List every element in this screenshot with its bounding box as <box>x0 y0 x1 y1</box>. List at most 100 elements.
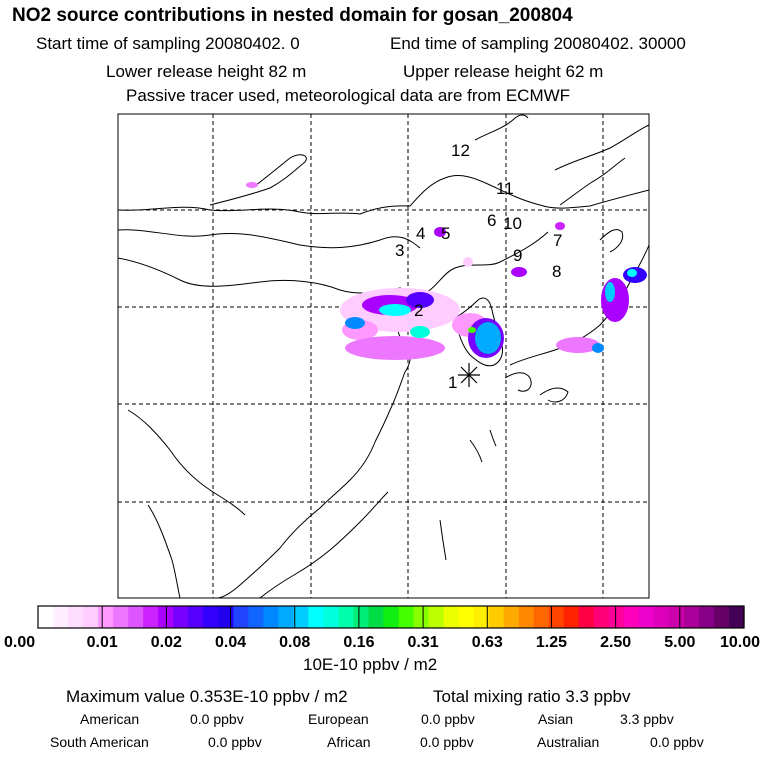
site-label-11: 11 <box>496 179 514 198</box>
region-african-value: 0.0 ppbv <box>420 734 474 750</box>
maximum-value: Maximum value 0.353E-10 ppbv / m2 <box>66 687 348 706</box>
colorbar-swatch <box>218 606 234 628</box>
colorbar-swatch <box>263 606 279 628</box>
colorbar-tick-label: 0.04 <box>215 634 246 651</box>
colorbar-tick-label: 10.00 <box>720 634 760 651</box>
map-frame <box>117 113 650 599</box>
site-label-4: 4 <box>416 224 425 243</box>
concentration-field <box>246 182 647 360</box>
site-label-3: 3 <box>395 241 404 260</box>
plume-north-korea-east <box>555 222 565 230</box>
region-south-american-name: South American <box>50 734 149 750</box>
upper-release-height: Upper release height 62 m <box>403 62 604 81</box>
colorbar-swatch <box>728 606 745 628</box>
plume-shandong <box>410 326 430 338</box>
site-label-12: 12 <box>451 141 470 160</box>
colorbar-tick-labels: 0.00 0.01 0.02 0.04 0.08 0.16 0.31 0.63 1.25 2.50… <box>4 606 760 651</box>
site-label-1: 1 <box>448 373 457 392</box>
lower-release-height: Lower release height 82 m <box>106 62 307 81</box>
colorbar-swatch <box>563 606 580 628</box>
colorbar-swatch <box>368 606 385 628</box>
colorbar-swatch <box>533 606 550 628</box>
plume-hebei-core <box>345 317 365 329</box>
colorbar-swatch <box>383 606 400 628</box>
plume-manchuria <box>511 267 527 277</box>
colorbar-tick-label: 0.16 <box>343 634 374 651</box>
colorbar-swatch <box>698 606 715 628</box>
colorbar-tick-label: 1.25 <box>536 634 567 651</box>
plume-tianjin <box>406 292 434 308</box>
colorbar-swatch <box>293 606 309 628</box>
colorbar-units: 10E-10 ppbv / m2 <box>303 655 438 674</box>
colorbar-swatch <box>593 606 610 628</box>
colorbar-swatch <box>323 606 340 628</box>
plume-japan-west <box>556 337 600 353</box>
colorbar-swatch <box>443 606 460 628</box>
colorbar-tick-label: 2.50 <box>600 634 631 651</box>
region-american-value: 0.0 ppbv <box>190 711 244 727</box>
end-time: End time of sampling 20080402. 30000 <box>390 34 686 53</box>
coastlines <box>117 114 650 599</box>
colorbar-swatch <box>278 606 294 628</box>
site-label-5: 5 <box>441 224 450 243</box>
colorbar-swatch <box>353 606 370 628</box>
plume-site-5 <box>434 227 446 237</box>
colorbar-swatch <box>413 606 430 628</box>
colorbar-swatch <box>713 606 730 628</box>
colorbar-swatch <box>608 606 625 628</box>
colorbar-swatch <box>668 606 685 628</box>
region-african-name: African <box>327 734 371 750</box>
colorbar-swatch <box>338 606 355 628</box>
plume-korea-core <box>468 327 476 333</box>
colorbar-frame <box>37 605 745 629</box>
chart-title: NO2 source contributions in nested domai… <box>12 5 573 26</box>
colorbar-swatch <box>518 606 535 628</box>
region-australian-value: 0.0 ppbv <box>650 734 704 750</box>
plume-beijing-core <box>379 304 411 316</box>
colorbar-swatch <box>188 606 204 628</box>
colorbar-swatch <box>113 606 129 628</box>
colorbar-swatch <box>233 606 249 628</box>
colorbar-swatch <box>683 606 700 628</box>
plume-kyushu <box>592 343 604 353</box>
colorbar-swatch <box>83 606 99 628</box>
receptor-marker <box>458 363 480 387</box>
colorbar-tick-label: 0.00 <box>4 634 35 651</box>
colorbar-swatch <box>458 606 475 628</box>
site-label-8: 8 <box>552 262 561 281</box>
colorbar-swatch <box>428 606 445 628</box>
colorbar-tick-label: 0.31 <box>408 634 439 651</box>
region-south-american-value: 0.0 ppbv <box>208 734 262 750</box>
colorbar-swatch <box>248 606 264 628</box>
colorbar-swatch <box>548 606 565 628</box>
region-asian-value: 3.3 ppbv <box>620 711 674 727</box>
region-european-value: 0.0 ppbv <box>421 711 475 727</box>
colorbar: 0.00 0.01 0.02 0.04 0.08 0.16 0.31 0.63 1.25 2.50… <box>4 605 760 651</box>
plume-tokyo-core <box>627 269 637 277</box>
site-label-10: 10 <box>503 214 522 233</box>
site-label-7: 7 <box>553 231 562 250</box>
colorbar-swatch <box>53 606 69 628</box>
model-note: Passive tracer used, meteorological data… <box>126 86 571 105</box>
total-mixing-ratio: Total mixing ratio 3.3 ppbv <box>433 687 631 706</box>
site-label-9: 9 <box>513 246 522 265</box>
plume-honshu-core <box>605 282 615 302</box>
start-time: Start time of sampling 20080402. 0 <box>36 34 300 53</box>
colorbar-swatch <box>203 606 219 628</box>
colorbar-swatch <box>98 606 114 628</box>
colorbar-swatch <box>653 606 670 628</box>
colorbar-swatch <box>488 606 505 628</box>
region-australian-name: Australian <box>537 734 600 750</box>
region-asian-name: Asian <box>538 711 574 727</box>
colorbar-swatch <box>68 606 84 628</box>
colorbar-swatch <box>578 606 595 628</box>
colorbar-swatch <box>143 606 159 628</box>
colorbar-tick-label: 0.01 <box>87 634 118 651</box>
colorbar-swatch <box>473 606 490 628</box>
colorbar-swatch <box>128 606 144 628</box>
colorbar-tick-label: 5.00 <box>664 634 695 651</box>
colorbar-swatch <box>38 606 54 628</box>
site-label-2: 2 <box>414 301 423 320</box>
plume-baikal <box>246 182 258 188</box>
